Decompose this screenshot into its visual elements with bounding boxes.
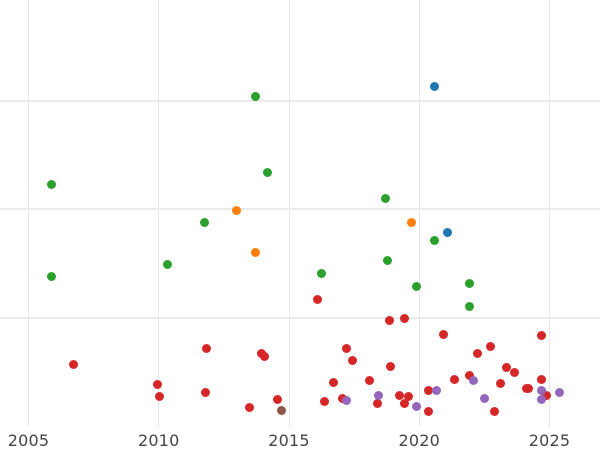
data-point-red xyxy=(472,348,482,358)
data-point-red xyxy=(400,313,410,323)
data-point-green xyxy=(464,278,474,288)
data-point-purple xyxy=(536,385,546,395)
y-gridline xyxy=(0,317,600,320)
data-point-red xyxy=(337,394,347,404)
data-point-green xyxy=(162,260,172,270)
data-point-red xyxy=(201,344,211,354)
data-point-red xyxy=(536,374,546,384)
x-tick-label-2010: 2010 xyxy=(138,431,180,450)
data-point-red xyxy=(244,402,254,412)
data-point-orange xyxy=(407,217,417,227)
x-gridline xyxy=(28,0,29,427)
data-point-red xyxy=(395,390,405,400)
data-point-red xyxy=(365,375,375,385)
x-gridline xyxy=(158,0,160,427)
x-tick-label-2015: 2015 xyxy=(268,431,310,450)
data-point-blue xyxy=(442,227,452,237)
x-gridline xyxy=(549,0,550,427)
x-tick-label-2005: 2005 xyxy=(7,431,50,450)
data-point-red xyxy=(510,368,520,378)
data-point-red xyxy=(464,371,474,381)
data-point-red xyxy=(400,398,410,408)
data-point-green xyxy=(383,256,393,266)
data-point-red xyxy=(329,377,339,387)
data-point-orange xyxy=(251,248,261,258)
data-point-purple xyxy=(480,394,490,404)
data-point-red xyxy=(541,390,551,400)
data-point-purple xyxy=(469,375,479,385)
data-point-red xyxy=(449,374,459,384)
data-point-red xyxy=(403,392,413,402)
data-point-red xyxy=(439,330,449,340)
data-point-purple xyxy=(374,390,384,400)
data-point-red xyxy=(200,387,210,397)
data-point-orange xyxy=(232,205,242,215)
x-gridline xyxy=(288,0,290,427)
data-point-green xyxy=(429,236,439,246)
x-gridline xyxy=(418,0,420,427)
data-point-blue xyxy=(429,81,439,91)
data-point-red xyxy=(385,315,395,325)
data-point-red xyxy=(496,378,506,388)
data-point-green xyxy=(381,194,391,204)
data-point-red xyxy=(489,407,499,417)
scatter-plot-area xyxy=(0,0,600,427)
data-point-red xyxy=(320,397,330,407)
data-point-red xyxy=(524,384,534,394)
data-point-red xyxy=(348,356,358,366)
data-point-purple xyxy=(536,395,546,405)
data-point-green xyxy=(262,167,272,177)
data-point-red xyxy=(155,392,165,402)
data-point-red xyxy=(260,351,269,361)
data-point-brown xyxy=(277,406,287,416)
data-point-red xyxy=(373,398,383,408)
y-gridline xyxy=(0,208,600,211)
data-point-purple xyxy=(342,396,352,406)
data-point-red xyxy=(423,407,433,417)
data-point-green xyxy=(464,301,474,311)
data-point-green xyxy=(199,217,209,227)
data-point-red xyxy=(485,341,495,351)
data-point-red xyxy=(313,295,323,305)
data-point-red xyxy=(153,380,163,390)
x-tick-label-2025: 2025 xyxy=(528,431,571,450)
data-point-green xyxy=(251,91,261,101)
data-point-red xyxy=(502,362,512,372)
data-point-green xyxy=(47,272,57,282)
data-point-green xyxy=(47,179,57,189)
data-point-green xyxy=(411,282,421,292)
data-point-purple xyxy=(555,387,565,397)
data-point-green xyxy=(316,269,326,279)
data-point-red xyxy=(272,395,282,405)
data-point-red xyxy=(423,385,433,395)
data-point-red xyxy=(68,360,78,370)
data-point-red xyxy=(386,361,396,371)
x-tick-label-2020: 2020 xyxy=(398,431,441,450)
data-point-purple xyxy=(411,401,421,411)
y-gridline xyxy=(0,99,600,102)
data-point-red xyxy=(342,344,352,354)
data-point-purple xyxy=(432,385,442,395)
data-point-red xyxy=(536,331,546,341)
